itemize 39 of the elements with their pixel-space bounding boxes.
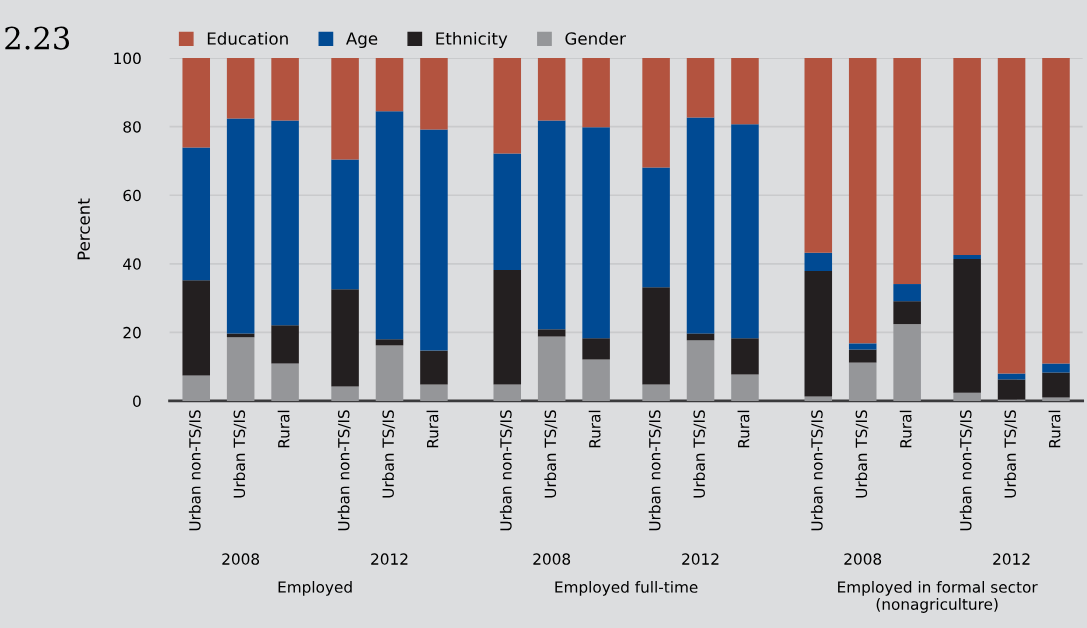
text: Employed [278,580,352,596]
x-tick-label: Rural [588,410,601,448]
y-tick-label: 40 [123,258,141,270]
x-tick-label: Urban non-TS/IS [810,410,824,531]
x-tick-label: Urban TS/IS [382,410,396,498]
legend-label: Ethnicity [436,31,508,49]
text: Employed full-time [555,580,698,596]
legend-label: Education [207,31,288,45]
x-tick-label: Rural [277,410,290,448]
x-tick-label: Rural [737,410,750,448]
y-tick-label: 80 [123,121,141,133]
text: 2008 [533,553,571,565]
legend-label: Age [346,32,378,49]
text: 2008 [222,553,260,565]
x-tick-label: Rural [426,410,439,448]
text: 2012 [371,553,408,565]
y-tick-label: 100 [114,52,141,65]
x-tick-label: Urban TS/IS [693,410,707,498]
x-tick-label: Urban TS/IS [1004,410,1018,498]
y-tick-label: 0 [133,395,141,407]
x-tick-label: Urban non-TS/IS [499,410,513,531]
text: 2012 [682,553,719,565]
y-axis-title: Percent [77,198,90,260]
x-tick-label: Urban TS/IS [544,410,558,498]
text: Employed in formal sector (nonagriculture) [838,580,1038,613]
text: 2.23 [5,26,70,50]
y-tick-label: 60 [123,189,141,202]
x-tick-label: Rural [899,410,912,448]
x-tick-label: Urban non-TS/IS [188,410,202,531]
text: 2012 [993,553,1030,565]
legend-label: Gender [565,31,626,45]
x-tick-label: Rural [1048,410,1061,448]
x-tick-label: Urban non-TS/IS [337,410,351,531]
y-tick-label: 20 [123,326,141,339]
x-tick-label: Urban TS/IS [855,410,869,498]
x-tick-label: Urban non-TS/IS [648,410,662,531]
text: 2008 [844,553,882,565]
x-tick-label: Urban non-TS/IS [959,410,973,531]
x-tick-label: Urban TS/IS [233,410,247,498]
